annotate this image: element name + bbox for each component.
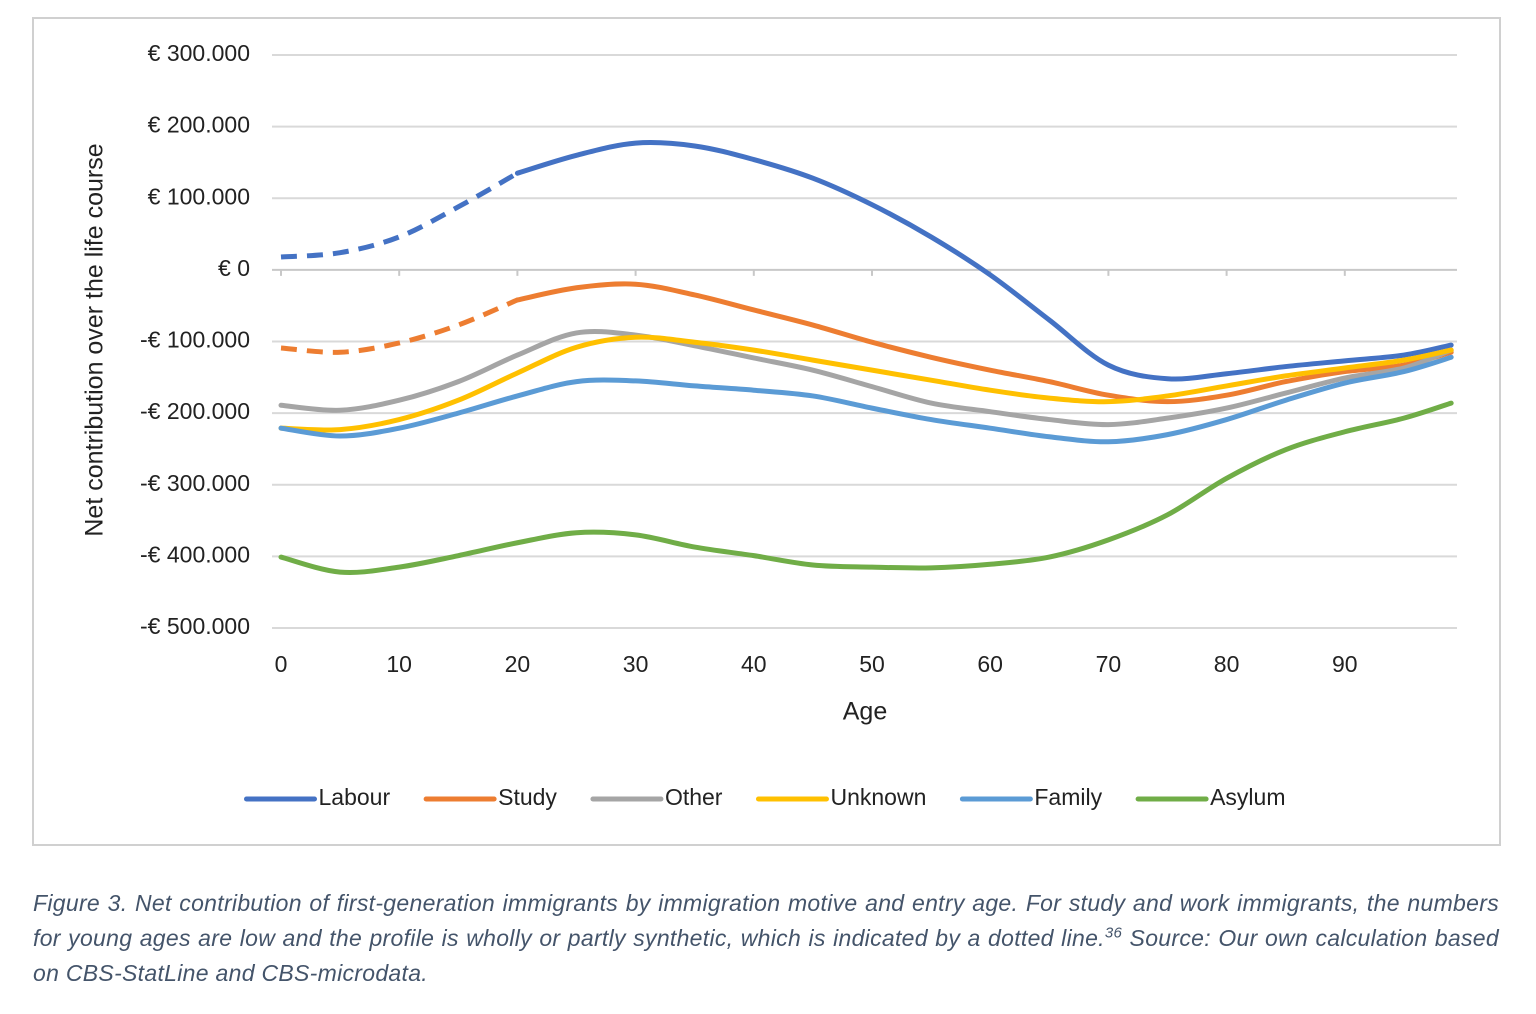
line <box>514 140 1454 382</box>
y-tick-label: € 300.000 <box>148 40 250 66</box>
line <box>278 354 1454 445</box>
legend-label: Labour <box>318 784 390 810</box>
x-tick-label: 60 <box>977 651 1003 677</box>
y-tick-label: -€ 200.000 <box>140 398 250 424</box>
line <box>278 334 1454 433</box>
line-dashed <box>280 297 519 355</box>
x-tick-label: 40 <box>741 651 767 677</box>
line <box>278 400 1454 576</box>
legend-label: Other <box>665 784 723 810</box>
line <box>514 281 1454 405</box>
y-tick-label: -€ 300.000 <box>140 470 250 496</box>
y-tick-label: -€ 500.000 <box>140 613 250 639</box>
chart-frame <box>32 17 1501 846</box>
legend-label: Family <box>1034 784 1102 810</box>
legend-label: Unknown <box>830 784 926 810</box>
y-axis-title: Net contribution over the life course <box>81 143 109 536</box>
y-tick-label: € 100.000 <box>148 183 250 209</box>
x-tick-label: 10 <box>386 651 412 677</box>
line-dashed <box>280 171 519 260</box>
x-tick-label: 70 <box>1096 651 1122 677</box>
line <box>278 329 1454 428</box>
chart: Age Net contribution over the life cours… <box>32 17 1501 846</box>
footnote-ref: 36 <box>1104 924 1123 942</box>
y-tick-label: € 0 <box>218 255 250 281</box>
x-tick-label: 50 <box>859 651 885 677</box>
x-tick-label: 20 <box>505 651 531 677</box>
caption-text: Figure 3. Net contribution of first-gene… <box>33 890 1499 951</box>
legend-label: Asylum <box>1210 784 1285 810</box>
caption-source: Source: Our own calculation based on CBS… <box>33 925 1499 986</box>
x-tick-label: 30 <box>623 651 649 677</box>
caption: Figure 3. Net contribution of first-gene… <box>33 886 1499 991</box>
legend-label: Study <box>498 784 557 810</box>
x-axis-title: Age <box>843 698 887 726</box>
y-tick-label: -€ 400.000 <box>140 541 250 567</box>
x-tick-label: 90 <box>1332 651 1358 677</box>
y-tick-label: € 200.000 <box>148 112 250 138</box>
x-tick-label: 0 <box>275 651 288 677</box>
y-tick-label: -€ 100.000 <box>140 327 250 353</box>
x-tick-label: 80 <box>1214 651 1240 677</box>
